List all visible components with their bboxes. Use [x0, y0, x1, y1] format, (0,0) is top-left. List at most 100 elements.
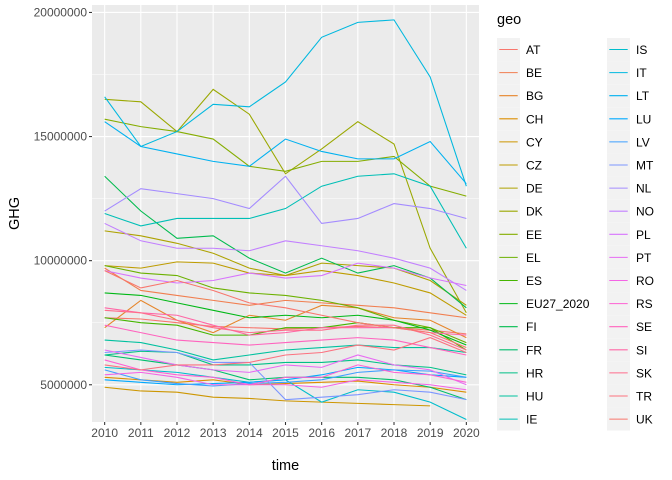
legend-label: ES [526, 274, 542, 288]
legend-label: BE [526, 66, 542, 80]
series-line-lt [104, 121, 467, 185]
legend-label: HR [526, 366, 544, 380]
x-tick-label: 2012 [164, 426, 191, 440]
legend-label: PL [636, 228, 651, 242]
legend-item-tr: TR [607, 384, 652, 408]
legend-label: UK [636, 413, 653, 427]
legend-item-pl: PL [607, 222, 651, 246]
x-tick-label: 2010 [91, 426, 118, 440]
legend-item-mt: MT [607, 153, 654, 177]
legend-label: FI [526, 320, 537, 334]
legend-item-hu: HU [497, 384, 543, 408]
y-axis: 5000000 10000000 15000000 20000000 [34, 5, 92, 392]
legend-label: IT [636, 66, 647, 80]
legend-label: EU27_2020 [526, 297, 590, 311]
legend-label: EE [526, 228, 542, 242]
series-line-pl [104, 262, 467, 287]
legend-item-rs: RS [607, 292, 653, 316]
x-tick-label: 2011 [128, 426, 154, 440]
x-tick-label: 2015 [272, 426, 299, 440]
series-line-tr [104, 337, 467, 371]
legend-label: FR [526, 343, 542, 357]
series-line-ro [104, 371, 467, 391]
series-line-el [104, 265, 467, 344]
series-line-lv [104, 369, 467, 387]
series-line-dk [104, 88, 467, 314]
legend-label: LU [636, 112, 651, 126]
legend-title: geo [497, 12, 521, 28]
series-line-de [104, 230, 467, 306]
legend-item-pt: PT [607, 245, 652, 269]
legend-label: CZ [526, 159, 542, 173]
series-line-pt [104, 349, 467, 386]
legend-label: CY [526, 135, 543, 149]
legend-label: RS [636, 297, 653, 311]
legend-item-cy: CY [497, 130, 543, 154]
series-line-fi [104, 175, 467, 309]
legend-label: MT [636, 159, 654, 173]
series-line-sk [104, 309, 467, 351]
x-tick-label: 2016 [308, 426, 335, 440]
series-line-uk [104, 270, 467, 349]
legend-item-se: SE [607, 315, 652, 339]
legend-label: NO [636, 205, 654, 219]
legend-label: BG [526, 89, 543, 103]
legend-item-ro: RO [607, 269, 654, 292]
legend-label: DE [526, 182, 543, 196]
legend-item-ee: EE [497, 222, 542, 246]
legend-label: PT [636, 251, 652, 265]
series-line-hu [104, 339, 467, 361]
legend-label: SK [636, 366, 652, 380]
legend-label: HU [526, 390, 543, 404]
series-line-eu27_2020 [104, 292, 467, 346]
legend-item-fi: FI [497, 315, 537, 339]
legend-label: AT [526, 43, 541, 57]
legend-label: DK [526, 205, 543, 219]
legend-item-dk: DK [497, 199, 543, 223]
series-line-cy [104, 386, 431, 407]
legend-item-is: IS [607, 38, 647, 61]
legend-item-lt: LT [607, 84, 650, 108]
x-axis: 2010 2011 2012 2013 2014 2015 2016 2017 2018 2019… [91, 422, 480, 440]
x-axis-title: time [272, 458, 299, 474]
legend-item-eu27_2020: EU27_2020 [497, 292, 590, 316]
y-axis-title: GHG [7, 197, 23, 230]
legend-label: NL [636, 182, 652, 196]
legend-label: IS [636, 43, 647, 57]
legend-label: SI [636, 343, 647, 357]
legend-item-no: NO [607, 199, 654, 223]
legend-item-ie: IE [497, 407, 537, 431]
series-line-ch [104, 376, 467, 393]
legend-item-es: ES [497, 269, 542, 292]
y-tick-label: 10000000 [34, 254, 88, 268]
legend-label: LV [636, 135, 650, 149]
x-tick-label: 2018 [381, 426, 408, 440]
legend-item-lu: LU [607, 107, 651, 131]
series-line-it [104, 19, 467, 187]
legend-label: EL [526, 251, 541, 265]
series-lines [104, 19, 467, 421]
legend-item-de: DE [497, 176, 543, 200]
legend-item-sk: SK [607, 361, 652, 385]
legend-item-bg: BG [497, 84, 543, 108]
legend-item-nl: NL [607, 176, 652, 200]
x-tick-label: 2013 [200, 426, 227, 440]
legend-item-si: SI [607, 338, 647, 362]
series-line-es [104, 317, 467, 351]
major-gridlines [92, 5, 479, 422]
legend-item-ch: CH [497, 107, 543, 131]
x-tick-label: 2020 [453, 426, 480, 440]
y-tick-label: 20000000 [34, 5, 88, 19]
legend-item-el: EL [497, 245, 541, 269]
legend-label: CH [526, 112, 543, 126]
legend-item-it: IT [607, 61, 647, 85]
legend-item-be: BE [497, 61, 542, 85]
series-line-mt [104, 349, 467, 401]
legend-item-cz: CZ [497, 153, 542, 177]
legend-label: LT [636, 89, 650, 103]
legend-label: IE [526, 413, 537, 427]
legend-item-hr: HR [497, 361, 544, 385]
legend-label: RO [636, 274, 654, 288]
x-tick-label: 2017 [344, 426, 371, 440]
